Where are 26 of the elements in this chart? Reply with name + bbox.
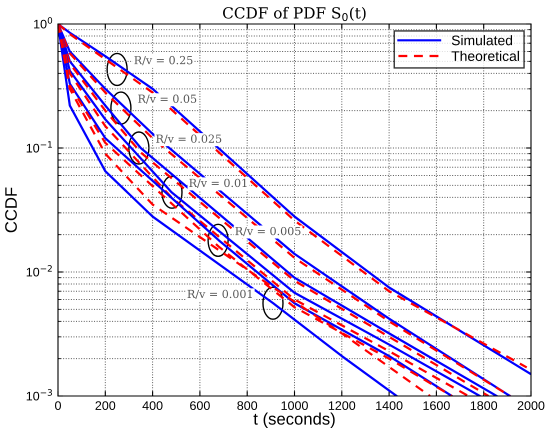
x-tick-label: 1400: [376, 401, 403, 410]
x-tick-label: 600: [190, 401, 210, 410]
x-tick-label: 1800: [470, 401, 498, 410]
x-tick-label: 1600: [423, 401, 450, 410]
annotation: R/v = 0.005: [235, 226, 300, 236]
x-tick-label: 200: [96, 401, 116, 410]
x-tick-label: 1200: [328, 401, 356, 410]
annotation: R/v = 0.05: [138, 94, 196, 104]
x-tick-label: 2000: [518, 401, 544, 410]
y-axis-title: CCDF: [5, 188, 17, 232]
x-tick-label: 1000: [282, 401, 308, 410]
x-tick-label: 800: [237, 401, 258, 410]
legend-label: Theoretical: [452, 50, 519, 62]
annotation: R/v = 0.001: [188, 290, 252, 299]
y-tick-label: 10$^{−3}$: [26, 389, 52, 401]
x-axis-title: t (seconds): [254, 412, 335, 428]
annotation: R/v = 0.25: [134, 56, 192, 66]
annotation: R/v = 0.01: [189, 178, 247, 188]
annotation: R/v = 0.025: [156, 134, 222, 144]
y-tick-label: 10$^{0}$: [34, 17, 52, 29]
y-tick-label: 10$^{−2}$: [26, 265, 52, 277]
legend-label: Simulated: [452, 35, 512, 46]
x-tick-label: 0: [55, 401, 61, 410]
x-tick-label: 400: [142, 401, 163, 410]
y-tick-label: 10$^{−1}$: [26, 141, 52, 153]
chart-title: CCDF of PDF S$_{0}$(t): [223, 6, 366, 22]
